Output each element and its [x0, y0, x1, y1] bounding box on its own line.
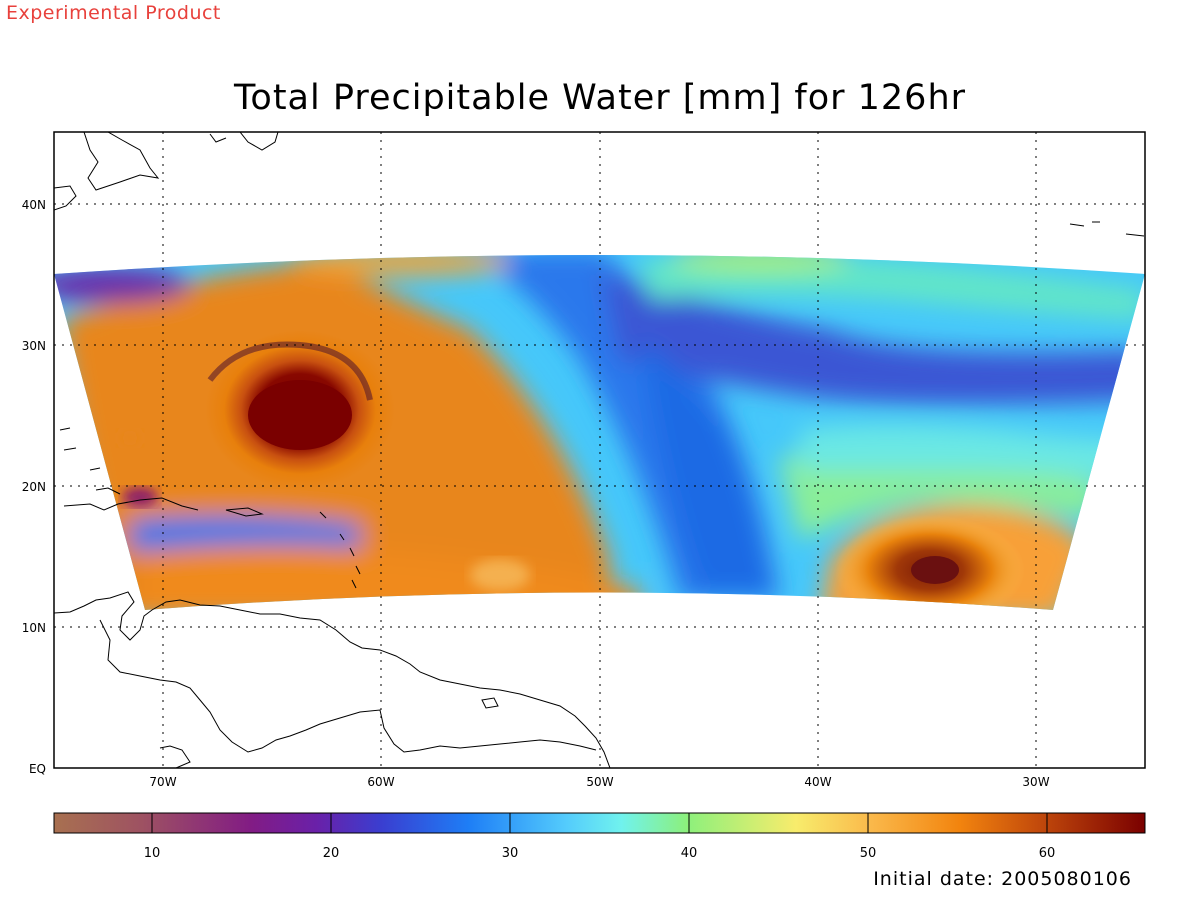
colorbar-label-40: 40: [681, 846, 698, 861]
lat-label-20n: 20N: [22, 480, 46, 494]
lat-label-10n: 10N: [22, 621, 46, 635]
lon-label-60w: 60W: [367, 775, 394, 789]
map-grid: [54, 132, 1145, 768]
colorbar-tick-labels: 10 20 30 40 50 60: [144, 846, 1056, 861]
lon-label-30w: 30W: [1022, 775, 1049, 789]
colorbar: 10 20 30 40 50 60: [53, 812, 1146, 861]
lon-label-50w: 50W: [586, 775, 613, 789]
lat-label-40n: 40N: [22, 198, 46, 212]
lon-tick-labels: 70W 60W 50W 40W 30W: [149, 775, 1049, 789]
colorbar-label-20: 20: [323, 846, 340, 861]
experimental-product-label: Experimental Product: [6, 2, 221, 24]
colorbar-label-10: 10: [144, 846, 161, 861]
colorbar-label-30: 30: [502, 846, 519, 861]
colorbar-label-50: 50: [860, 846, 877, 861]
colorbar-label-60: 60: [1039, 846, 1056, 861]
map-title: Total Precipitable Water [mm] for 126hr: [233, 78, 967, 118]
initial-date-label: Initial date: 2005080106: [873, 868, 1132, 890]
lat-label-eq: EQ: [29, 762, 46, 776]
lon-label-70w: 70W: [149, 775, 176, 789]
lat-label-30n: 30N: [22, 339, 46, 353]
coastlines: [54, 132, 1145, 768]
precipitable-water-field: [54, 255, 1145, 610]
lat-tick-labels: EQ 10N 20N 30N 40N: [22, 198, 46, 776]
colorbar-ticks: [151, 813, 1048, 833]
map-frame: [53, 131, 1146, 769]
lon-label-40w: 40W: [804, 775, 831, 789]
colorbar-gradient: [53, 812, 1146, 834]
